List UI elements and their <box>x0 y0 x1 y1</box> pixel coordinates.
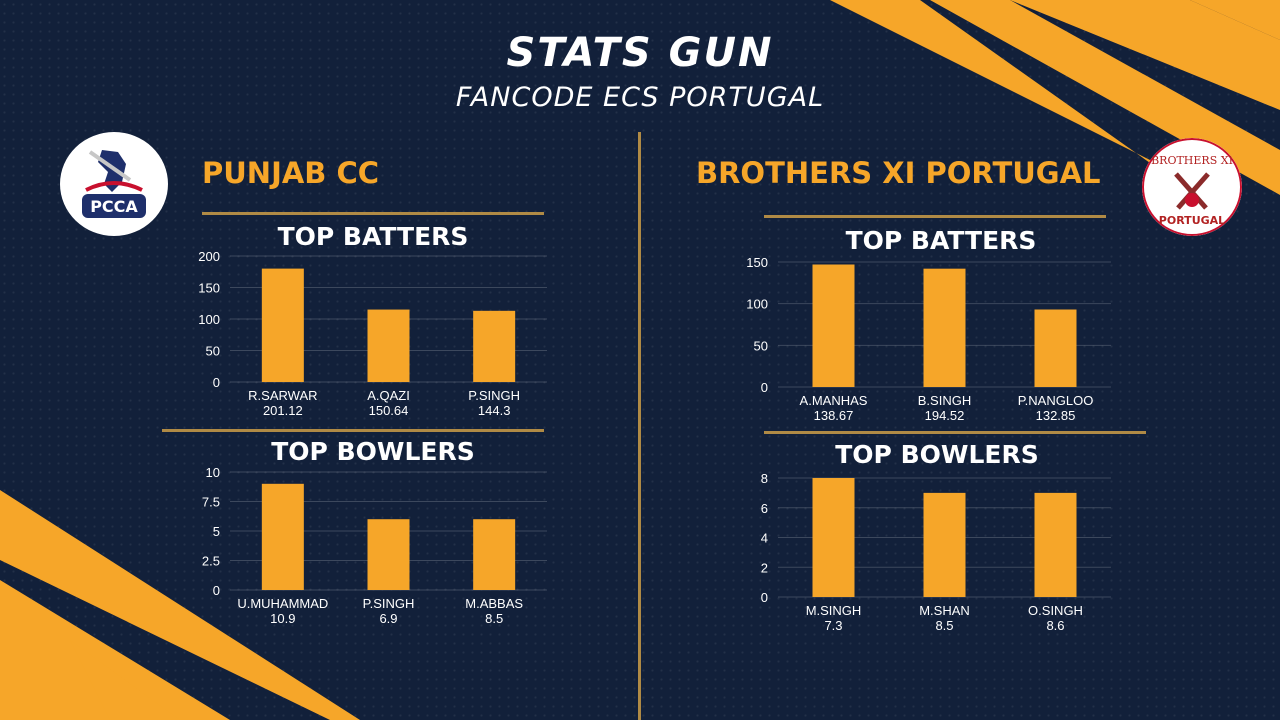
section-title-left-batters: TOP BATTERS <box>277 222 469 251</box>
rule-left-top <box>202 212 544 215</box>
bar <box>261 483 304 590</box>
crossed-bats-logo-icon: BROTHERS XI PORTUGAL <box>1142 138 1242 236</box>
category-label: M.ABBAS <box>465 596 523 611</box>
value-label: 10.9 <box>270 611 295 626</box>
bar <box>923 268 966 387</box>
y-tick-label: 2 <box>761 560 768 575</box>
y-tick-label: 50 <box>754 338 768 353</box>
bar <box>473 310 516 382</box>
category-label: P.SINGH <box>363 596 415 611</box>
y-tick-label: 0 <box>761 590 768 605</box>
pcca-logo: PCCA <box>60 132 168 236</box>
y-tick-label: 50 <box>206 344 220 359</box>
rule-right-middle <box>764 431 1146 434</box>
y-tick-label: 0 <box>761 380 768 395</box>
value-label: 194.52 <box>925 408 965 423</box>
value-label: 8.5 <box>935 618 953 633</box>
rule-left-middle <box>162 429 544 432</box>
category-label: U.MUHAMMAD <box>237 596 328 611</box>
value-label: 132.85 <box>1036 408 1076 423</box>
y-tick-label: 2.5 <box>202 554 220 569</box>
bar <box>1034 492 1077 597</box>
section-title-left-bowlers: TOP BOWLERS <box>271 437 475 466</box>
bar <box>812 478 855 597</box>
category-label: M.SHAN <box>919 603 970 618</box>
y-tick-label: 5 <box>213 524 220 539</box>
y-tick-label: 150 <box>746 255 768 270</box>
y-tick-label: 150 <box>198 281 220 296</box>
value-label: 138.67 <box>814 408 854 423</box>
value-label: 150.64 <box>369 403 409 418</box>
y-tick-label: 6 <box>761 501 768 516</box>
logo-text: PCCA <box>90 197 138 216</box>
y-tick-label: 8 <box>761 471 768 486</box>
bar <box>367 519 410 590</box>
section-title-right-bowlers: TOP BOWLERS <box>835 440 1039 469</box>
category-label: A.MANHAS <box>800 393 868 408</box>
bar <box>473 519 516 590</box>
y-tick-label: 0 <box>213 583 220 598</box>
y-tick-label: 100 <box>746 297 768 312</box>
value-label: 8.5 <box>485 611 503 626</box>
center-divider <box>638 132 641 720</box>
y-tick-label: 7.5 <box>202 495 220 510</box>
team-name-left: PUNJAB CC <box>202 156 380 190</box>
bar <box>261 268 304 382</box>
team-name-right: BROTHERS XI PORTUGAL <box>696 156 1101 190</box>
category-label: A.QAZI <box>367 388 410 403</box>
bar <box>923 492 966 597</box>
category-label: P.NANGLOO <box>1018 393 1094 408</box>
page-title: STATS GUN <box>506 30 774 76</box>
page-subtitle: FANCODE ECS PORTUGAL <box>455 82 825 113</box>
y-tick-label: 0 <box>213 375 220 390</box>
category-label: R.SARWAR <box>248 388 317 403</box>
category-label: M.SINGH <box>806 603 862 618</box>
cricket-batter-logo-icon: PCCA <box>62 134 166 234</box>
y-tick-label: 100 <box>198 312 220 327</box>
rule-right-top <box>764 215 1106 218</box>
value-label: 6.9 <box>379 611 397 626</box>
y-tick-label: 4 <box>761 531 768 546</box>
value-label: 144.3 <box>478 403 511 418</box>
category-label: P.SINGH <box>468 388 520 403</box>
logo-text-top: BROTHERS XI <box>1151 154 1233 167</box>
value-label: 201.12 <box>263 403 303 418</box>
y-tick-label: 10 <box>206 465 220 480</box>
bar <box>812 264 855 387</box>
value-label: 7.3 <box>824 618 842 633</box>
logo-text-bottom: PORTUGAL <box>1159 214 1225 227</box>
value-label: 8.6 <box>1046 618 1064 633</box>
y-tick-label: 200 <box>198 249 220 264</box>
category-label: O.SINGH <box>1028 603 1083 618</box>
section-title-right-batters: TOP BATTERS <box>845 226 1037 255</box>
bar <box>1034 309 1077 387</box>
bar <box>367 309 410 382</box>
brothers-xi-logo: BROTHERS XI PORTUGAL <box>1142 138 1242 236</box>
category-label: B.SINGH <box>918 393 971 408</box>
